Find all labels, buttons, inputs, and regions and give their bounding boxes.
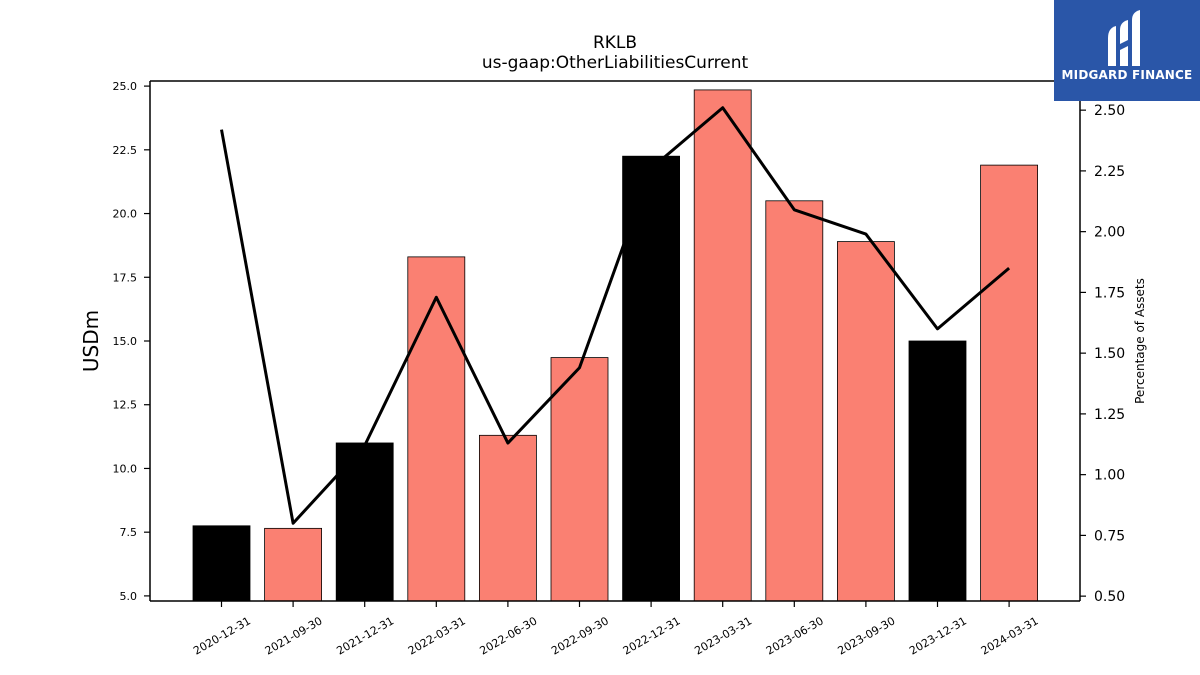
x-tick-label: 2023-03-31: [692, 614, 754, 657]
x-tick-label: 2022-09-30: [549, 614, 611, 657]
y-axis-label: USDm: [79, 310, 103, 372]
y-tick-label: 15.0: [113, 335, 138, 348]
y-tick-label: 7.5: [120, 526, 138, 539]
bar-2023-03-31: [693, 89, 752, 602]
line-series: [220, 106, 1011, 525]
bar-2023-09-30: [837, 241, 895, 602]
y2-tick-label: 2.50: [1094, 103, 1125, 119]
bar-2023-12-31: [908, 340, 967, 602]
y-tick-label: 25.0: [113, 80, 138, 93]
y-tick-label: 10.0: [113, 462, 138, 475]
bar-2024-03-31: [980, 164, 1038, 602]
line-group: [220, 106, 1011, 525]
y2-axis-label: Percentage of Assets: [1133, 278, 1147, 404]
x-tick-label: 2022-06-30: [478, 614, 540, 657]
y2-tick-label: 1.50: [1094, 346, 1125, 362]
y2-tick-label: 0.75: [1094, 528, 1125, 544]
midgard-finance-logo: MIDGARD FINANCE: [1054, 0, 1200, 101]
bar-2022-12-31: [622, 155, 680, 602]
y-tick-label: 12.5: [113, 399, 138, 412]
y-tick-label: 22.5: [113, 144, 138, 157]
x-tick-label: 2020-12-31: [191, 614, 253, 657]
logo-text: MIDGARD FINANCE: [1061, 68, 1193, 82]
bar-2022-09-30: [550, 357, 609, 602]
x-tick-label: 2023-12-31: [907, 614, 969, 657]
chart-subtitle: us-gaap:OtherLiabilitiesCurrent: [482, 53, 749, 73]
bar-2022-03-31: [407, 256, 466, 602]
chart-title: RKLB: [593, 33, 637, 53]
y-tick-label: 20.0: [113, 208, 138, 221]
x-tick-label: 2023-06-30: [764, 614, 826, 657]
x-tick-label: 2021-09-30: [263, 614, 325, 657]
x-tick-label: 2022-03-31: [406, 614, 468, 657]
x-tick-label: 2021-12-31: [334, 614, 396, 657]
bar-2023-06-30: [765, 200, 824, 602]
x-tick-label: 2024-03-31: [979, 614, 1041, 657]
y2-tick-label: 0.50: [1094, 589, 1125, 605]
y2-tick-label: 2.25: [1094, 164, 1125, 180]
bar-2021-12-31: [335, 442, 394, 602]
y2-tick-label: 1.00: [1094, 468, 1125, 484]
y2-tick-label: 1.25: [1094, 407, 1125, 423]
midgard-logo-icon: [1108, 10, 1140, 66]
bar-2022-06-30: [478, 434, 537, 602]
bar-2020-12-31: [192, 525, 251, 602]
y-tick-label: 17.5: [113, 271, 138, 284]
x-tick-label: 2022-12-31: [621, 614, 683, 657]
y2-tick-label: 2.00: [1094, 225, 1125, 241]
y-tick-label: 5.0: [120, 590, 138, 603]
x-tick-label: 2023-09-30: [836, 614, 898, 657]
bar-group: [192, 89, 1038, 602]
y2-tick-label: 1.75: [1094, 285, 1125, 301]
bar-2021-09-30: [264, 527, 323, 602]
